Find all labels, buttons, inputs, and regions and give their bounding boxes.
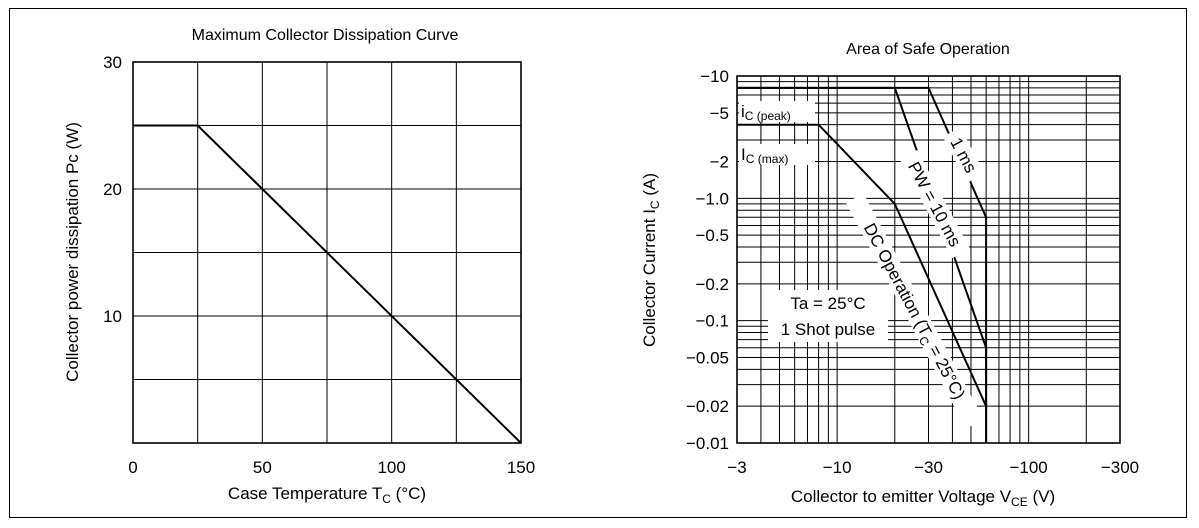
soa-y-axis-label: Collector Current IC (A) (640, 173, 662, 347)
ic-peak-label: iC (peak) (741, 102, 791, 123)
x-tick-label: −100 (1009, 458, 1047, 477)
dissipation-series (133, 124, 522, 444)
x-tick-label: −10 (823, 458, 852, 477)
conditions-label-bg (768, 290, 888, 342)
soa-title: Area of Safe Operation (846, 41, 1010, 58)
y-tick-label: −10 (700, 67, 729, 86)
x-tick-label: 0 (128, 458, 137, 477)
y-tick-label: −0.05 (686, 348, 729, 367)
y-tick-label: −2 (710, 153, 729, 172)
soa-chart: Area of Safe Operation −3 −10 −30 −100 −300−… (640, 41, 1139, 509)
y-tick-label: 20 (103, 180, 122, 199)
dissipation-curve (133, 124, 522, 444)
dissipation-chart: Maximum Collector Dissipation Curve 0 50 1… (63, 27, 535, 506)
x-tick-label: −3 (727, 458, 746, 477)
y-tick-label: 10 (103, 307, 122, 326)
label-1ms-bg (942, 127, 985, 183)
x-tick-label: −30 (914, 458, 943, 477)
dissipation-tick-labels: 0 50 100 150 10 20 30 (103, 53, 535, 477)
label-10ms-bg (899, 149, 970, 259)
y-tick-label: −1.0 (695, 189, 729, 208)
y-tick-label: −0.1 (695, 312, 729, 331)
x-tick-label: 50 (253, 458, 272, 477)
soa-tick-labels: −3 −10 −30 −100 −300 −10 −5 −2 −1.0 −0.5 −0.2 −0.1 −… (686, 67, 1139, 477)
y-tick-label: −0.5 (695, 226, 729, 245)
soa-grid (737, 76, 1120, 443)
x-tick-label: −300 (1101, 458, 1139, 477)
dissipation-x-axis-label: Case Temperature TC (°C) (228, 484, 426, 506)
dissipation-title: Maximum Collector Dissipation Curve (192, 27, 459, 44)
x-tick-label: 100 (377, 458, 405, 477)
ic-peak-label-bg (739, 101, 815, 122)
y-tick-label: −0.02 (686, 397, 729, 416)
soa-x-axis-label: Collector to emitter Voltage VCE (V) (791, 487, 1055, 509)
ic-max-label: IC (max) (741, 145, 788, 166)
label-1ms-group: 1 ms (942, 127, 985, 183)
y-tick-label: −5 (710, 104, 729, 123)
dissipation-y-axis-label: Collector power dissipation Pc (W) (63, 122, 82, 382)
label-1ms: 1 ms (946, 135, 980, 176)
figure-frame (9, 8, 1187, 518)
soa-limit-curve (737, 123, 988, 407)
y-tick-label: −0.01 (686, 434, 729, 453)
x-tick-label: 150 (507, 458, 535, 477)
dissipation-grid (132, 61, 522, 444)
conditions-temperature: Ta = 25°C (790, 294, 865, 313)
y-tick-label: −0.2 (695, 275, 729, 294)
conditions-pulse: 1 Shot pulse (781, 320, 876, 339)
label-dc-bg (845, 193, 984, 429)
ic-max-label-bg (739, 144, 815, 165)
y-tick-label: 30 (103, 53, 122, 72)
